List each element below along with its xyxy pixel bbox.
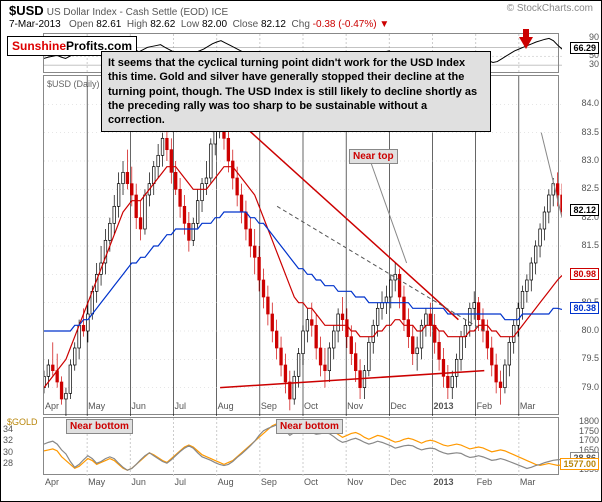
near-top-label: Near top <box>349 149 398 164</box>
month-label: Oct <box>304 401 318 411</box>
month-label: 2013 <box>434 401 454 411</box>
month-label: Apr <box>45 401 59 411</box>
chart-container: $USD US Dollar Index - Cash Settle (EOD)… <box>0 0 602 502</box>
close-label: Close <box>233 19 259 30</box>
silver-tick: 34 <box>3 424 13 434</box>
month-label: Mar <box>520 401 536 411</box>
price-tag: 80.38 <box>570 302 599 314</box>
month-label-bottom: Mar <box>520 477 536 487</box>
low-value: 82.00 <box>202 19 227 30</box>
month-label-bottom: Dec <box>390 477 406 487</box>
annotation-box: It seems that the cyclical turning point… <box>101 51 491 132</box>
rsi-tick: 30 <box>589 59 599 69</box>
month-label-bottom: Apr <box>45 477 59 487</box>
price-tag: 80.98 <box>570 268 599 280</box>
price-tick: 83.0 <box>581 155 599 165</box>
month-label: Jun <box>131 401 146 411</box>
gold-tick: 1800 <box>579 416 599 426</box>
month-label-bottom: Jun <box>131 477 146 487</box>
month-label-bottom: Feb <box>477 477 493 487</box>
chg-value: -0.38 (-0.47%) <box>313 19 377 30</box>
price-tick: 79.5 <box>581 353 599 363</box>
month-label: Jul <box>175 401 187 411</box>
month-label: Aug <box>218 401 234 411</box>
month-label: Feb <box>477 401 493 411</box>
down-arrow-icon: ▼ <box>379 19 389 30</box>
month-label-bottom: 2013 <box>434 477 454 487</box>
price-tick: 82.5 <box>581 183 599 193</box>
red-arrow-icon <box>516 29 536 51</box>
gold-tick: 1750 <box>579 426 599 436</box>
exchange: ICE <box>212 7 229 18</box>
month-label-bottom: Nov <box>347 477 363 487</box>
price-tick: 80.0 <box>581 325 599 335</box>
price-tick: 79.0 <box>581 382 599 392</box>
silver-tick: 32 <box>3 435 13 445</box>
price-tick: 81.5 <box>581 240 599 250</box>
open-value: 82.61 <box>96 19 121 30</box>
month-label-bottom: Jul <box>175 477 187 487</box>
month-label-bottom: May <box>88 477 105 487</box>
month-label: Nov <box>347 401 363 411</box>
rsi-current-tag: 66.29 <box>570 42 599 54</box>
low-label: Low <box>181 19 199 30</box>
chg-label: Chg <box>292 19 310 30</box>
ohlc-row: 7-Mar-2013 Open 82.61 High 82.62 Low 82.… <box>9 19 593 30</box>
rsi-tick: 90 <box>589 32 599 42</box>
chart-header: $USD US Dollar Index - Cash Settle (EOD)… <box>9 3 593 18</box>
high-value: 82.62 <box>150 19 175 30</box>
silver-tick: 30 <box>3 447 13 457</box>
price-tick: 84.0 <box>581 98 599 108</box>
close-value: 82.12 <box>261 19 286 30</box>
chart-date: 7-Mar-2013 <box>9 19 61 30</box>
ticker-subtitle: US Dollar Index - Cash Settle (EOD) <box>47 7 209 18</box>
ticker-symbol: $USD <box>9 3 44 18</box>
month-label: Sep <box>261 401 277 411</box>
month-label-bottom: Sep <box>261 477 277 487</box>
month-label: May <box>88 401 105 411</box>
gold-tick: 1700 <box>579 435 599 445</box>
gold-current-tag: 1577.00 <box>560 458 599 470</box>
attribution: © StockCharts.com <box>507 3 593 14</box>
price-tag: 82.12 <box>570 204 599 216</box>
month-label: Dec <box>390 401 406 411</box>
open-label: Open <box>69 19 93 30</box>
near-bottom-label-2: Near bottom <box>276 419 343 434</box>
silver-tick: 28 <box>3 458 13 468</box>
price-tick: 83.5 <box>581 127 599 137</box>
month-label-bottom: Aug <box>218 477 234 487</box>
high-label: High <box>127 19 148 30</box>
month-label-bottom: Oct <box>304 477 318 487</box>
near-bottom-label-1: Near bottom <box>66 419 133 434</box>
watermark-sunshine: Sunshine <box>12 39 66 53</box>
